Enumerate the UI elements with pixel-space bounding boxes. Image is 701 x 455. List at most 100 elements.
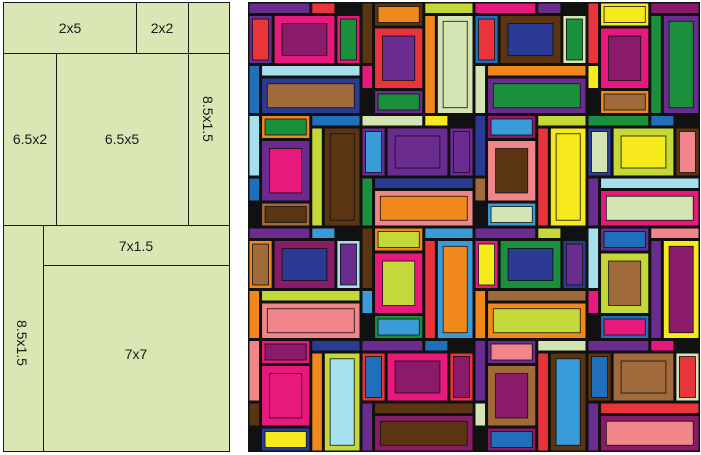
tile-block-inner: [264, 206, 307, 223]
tile-block-inner: [281, 248, 328, 281]
tile-block: [474, 65, 487, 114]
tile-block-inner: [490, 343, 533, 361]
label-6.5x5: 6.5x5: [105, 131, 139, 147]
tile-block: [361, 2, 374, 64]
tile-block-inner: [507, 248, 554, 281]
tile-block-inner: [490, 206, 533, 223]
tile-block: [587, 2, 600, 64]
tile-block: [248, 2, 311, 14]
tile-block-inner: [266, 308, 355, 334]
tile-block: [587, 177, 600, 227]
tile-block: [248, 340, 261, 402]
tile-block-inner: [566, 243, 583, 286]
tile-block-inner: [608, 260, 642, 306]
tile-block-inner: [603, 6, 646, 23]
block-6.5x2: [3, 53, 57, 226]
tile-block: [650, 340, 675, 352]
block-7x7: [43, 265, 230, 452]
block-layout-diagram: 2x5 2x2 8.5x1.5 6.5x2 6.5x5 7x1.5 8.5x1.…: [3, 2, 230, 452]
tile-block-inner: [269, 373, 303, 419]
tile-block: [587, 402, 600, 452]
tile-block-inner: [492, 308, 581, 334]
tile-block: [587, 340, 650, 352]
tile-block: [474, 177, 487, 202]
tile-block: [587, 115, 650, 127]
tile-block-inner: [492, 83, 581, 109]
tile-block: [537, 127, 549, 227]
tile-block: [474, 340, 487, 402]
tile-block: [424, 240, 436, 339]
tile-block-inner: [453, 356, 470, 398]
tile-block-inner: [453, 131, 470, 173]
label-6.5x2: 6.5x2: [13, 131, 47, 147]
label-7x7: 7x7: [125, 346, 148, 362]
tile-block-inner: [668, 20, 694, 109]
tile-block: [474, 2, 537, 14]
label-8.5x1.5-top: 8.5x1.5: [200, 96, 216, 142]
tile-block-inner: [442, 20, 468, 109]
tile-block-inner: [329, 358, 355, 446]
tile-block-inner: [608, 35, 642, 81]
tile-block-inner: [566, 18, 583, 61]
tile-block: [361, 177, 374, 227]
tile-block: [374, 402, 474, 414]
tile-block-inner: [264, 343, 307, 361]
tile-block-inner: [679, 356, 696, 398]
tile-block-inner: [620, 360, 667, 394]
tile-block-inner: [591, 131, 608, 173]
tile-block: [374, 177, 474, 189]
tile-block: [248, 227, 311, 239]
tile-block-inner: [281, 23, 328, 56]
tile-block: [650, 227, 700, 239]
tile-block-inner: [668, 245, 694, 334]
tile-block: [537, 227, 562, 239]
tile-block: [248, 290, 261, 339]
tile-block-inner: [603, 231, 646, 248]
tile-block: [587, 65, 600, 89]
tile-block-inner: [490, 431, 533, 448]
tile-block: [248, 115, 261, 177]
tile-block-inner: [382, 260, 416, 306]
tile-block: [424, 15, 436, 114]
tile-block: [261, 290, 361, 302]
tile-block-inner: [603, 318, 646, 336]
tile-block-inner: [269, 148, 303, 194]
tiling-blocks: [248, 2, 700, 452]
tile-block: [487, 65, 587, 77]
tile-block-inner: [603, 93, 646, 111]
tile-block: [424, 340, 449, 352]
colored-tiling-pattern: [248, 2, 700, 452]
tile-block: [537, 352, 549, 452]
tile-block-inner: [495, 148, 529, 194]
tile-block: [424, 115, 449, 127]
tile-block: [474, 227, 537, 239]
tile-block-inner: [478, 18, 495, 61]
tile-block: [537, 340, 587, 352]
tile-block: [587, 290, 600, 314]
tile-block-inner: [377, 93, 420, 111]
tile-block-inner: [679, 131, 696, 173]
tile-block: [587, 227, 600, 289]
tile-block-inner: [340, 18, 357, 61]
tile-block-inner: [377, 6, 420, 23]
block-6.5x5: [56, 53, 189, 226]
tile-block: [537, 2, 562, 14]
tile-block: [311, 127, 323, 227]
tile-block: [650, 240, 662, 339]
tile-block-inner: [591, 356, 608, 398]
block-2x5: [3, 2, 137, 54]
tile-block-inner: [365, 356, 382, 398]
tile-block-inner: [394, 135, 441, 169]
tile-block: [600, 402, 700, 414]
label-2x5: 2x5: [59, 20, 82, 36]
tile-block-inner: [252, 243, 269, 286]
tile-block: [311, 352, 323, 452]
tile-block: [248, 65, 261, 114]
tile-block-inner: [495, 373, 529, 419]
tile-block: [474, 402, 487, 427]
tile-block: [311, 340, 361, 352]
tile-block-inner: [605, 195, 694, 221]
tile-block: [650, 15, 662, 114]
tile-block: [424, 227, 474, 239]
tile-block: [261, 65, 361, 77]
